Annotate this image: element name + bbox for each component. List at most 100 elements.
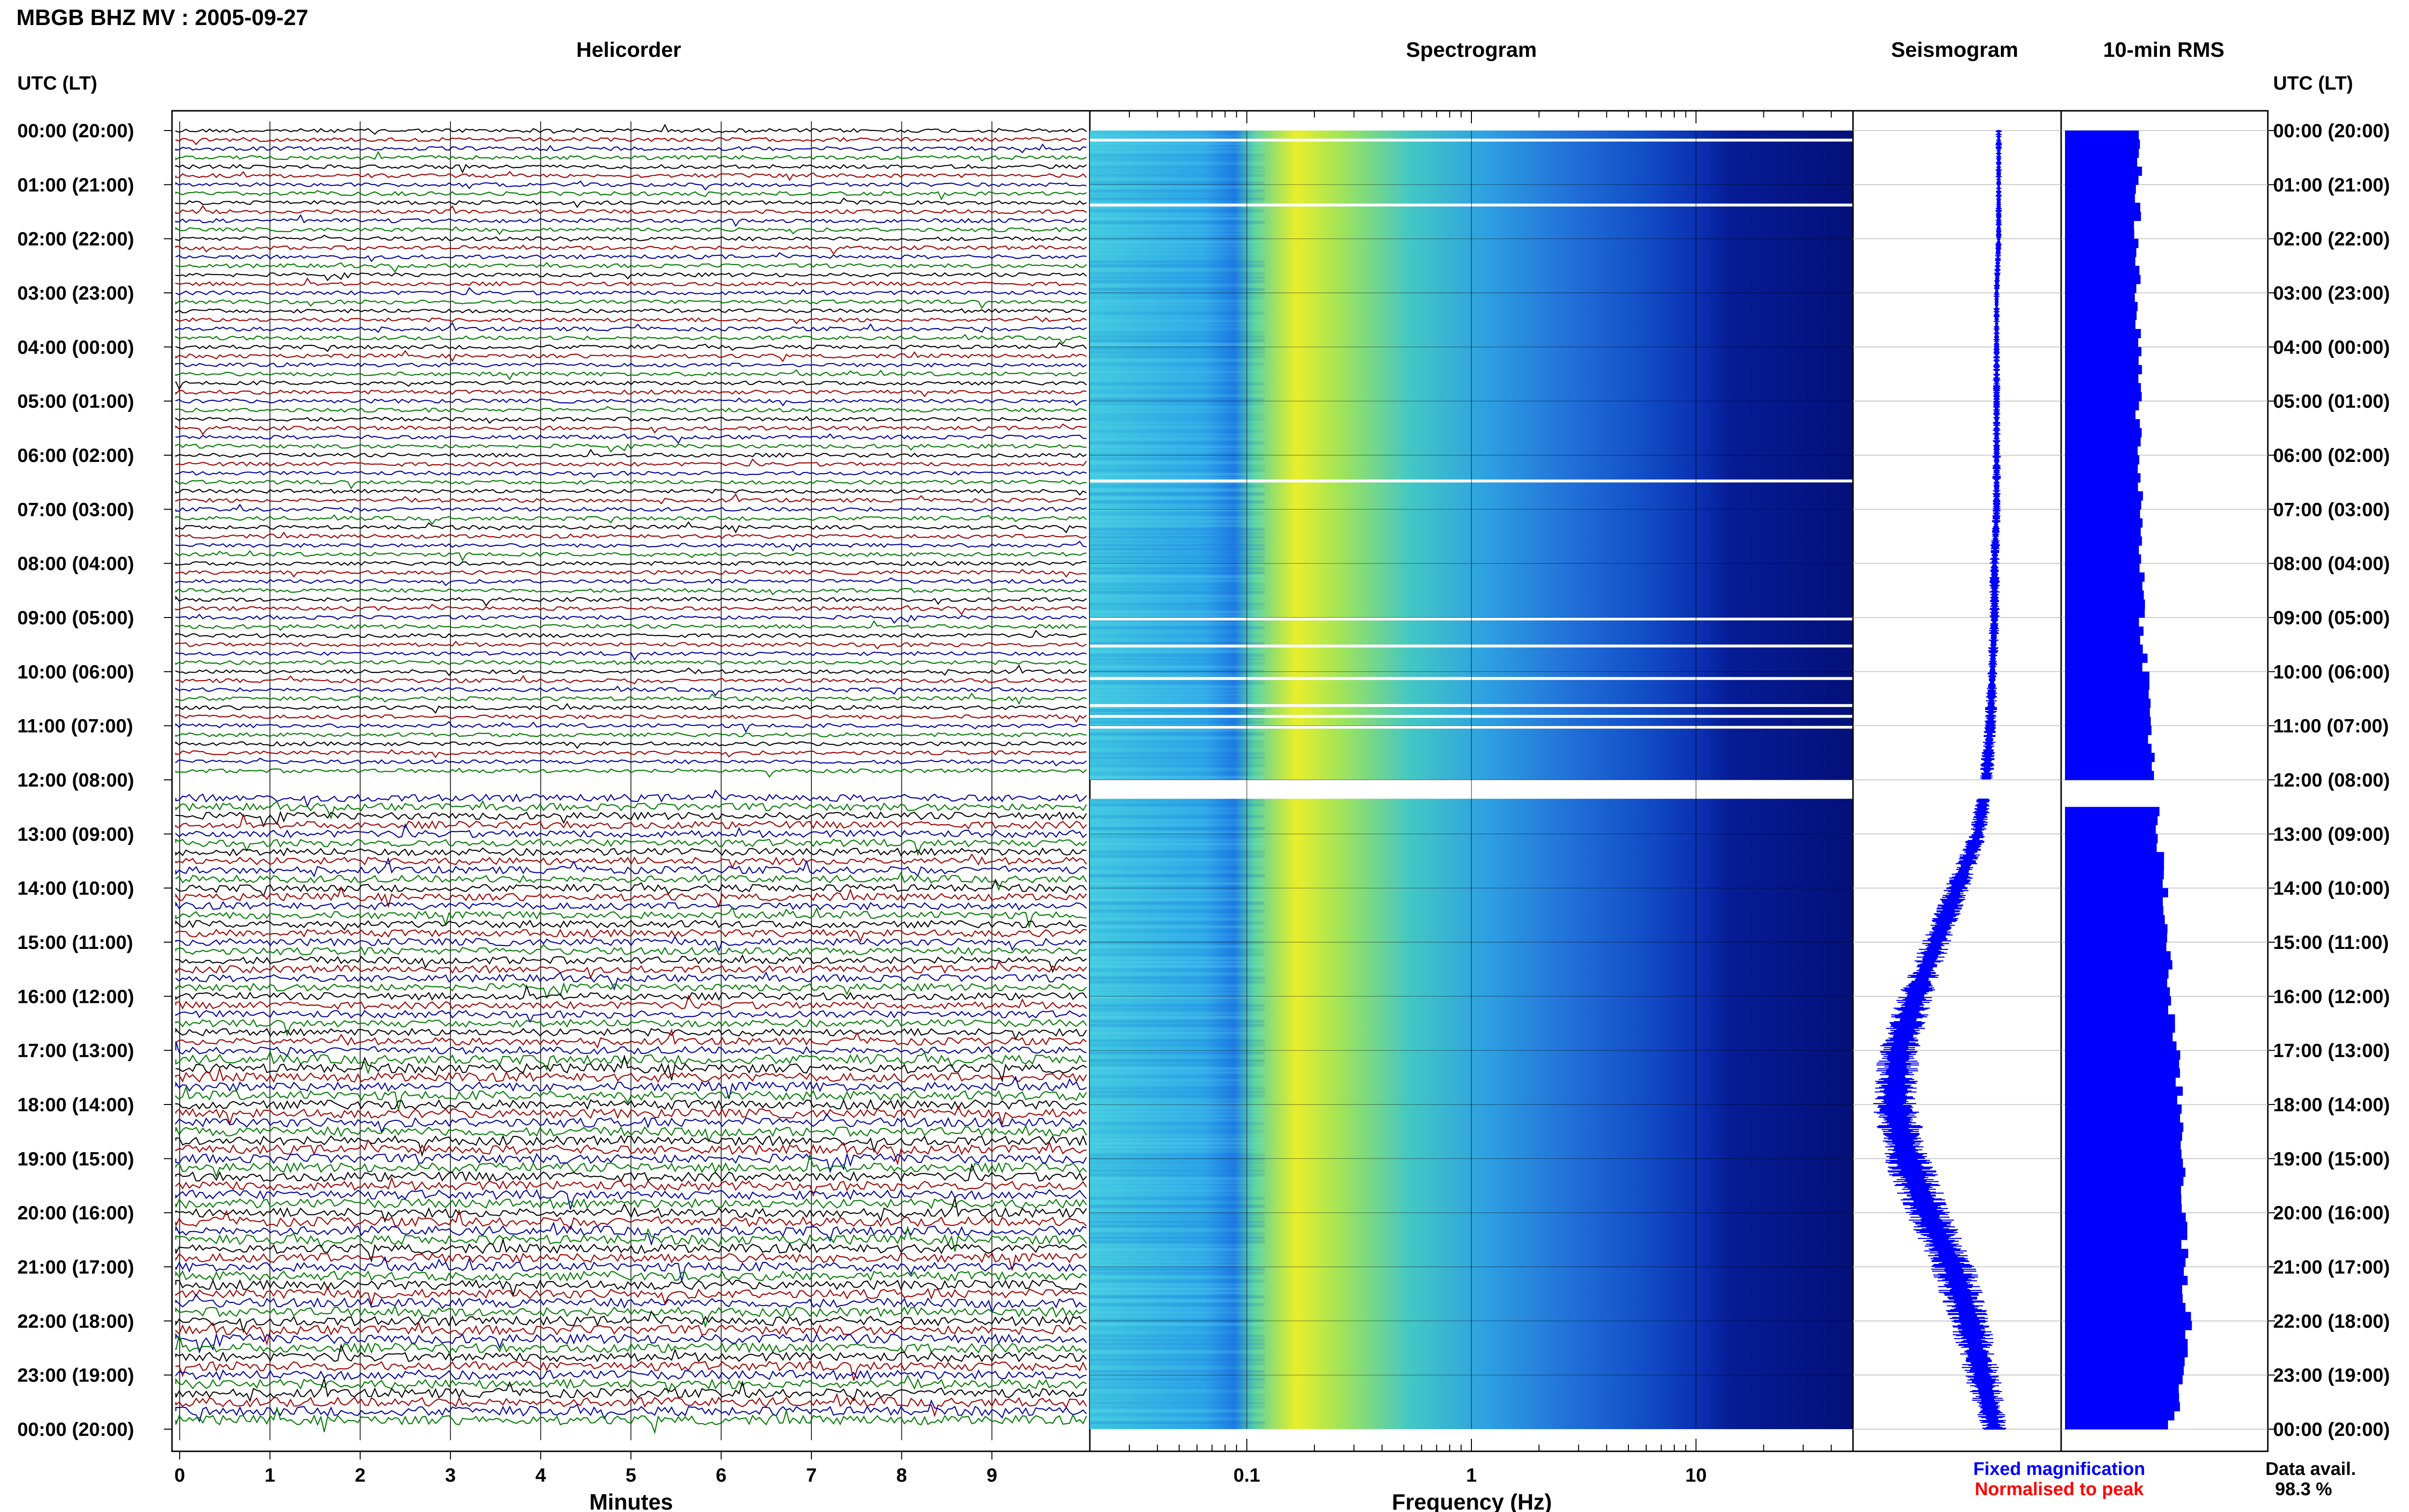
spectrogram-texture-row [1090, 1394, 1265, 1397]
spectrogram-texture-row [1090, 807, 1265, 811]
helicorder-trace [175, 1066, 1087, 1083]
spectrogram-texture-row [1090, 1405, 1265, 1408]
rms-bar [2065, 1330, 2185, 1340]
spectrogram-texture-row [1090, 1169, 1265, 1172]
spectrogram-texture-row [1090, 980, 1265, 984]
helicorder-trace [175, 767, 1087, 778]
rms-bar [2065, 698, 2151, 708]
spectrogram-texture-row [1090, 1138, 1265, 1141]
rms-bar [2065, 834, 2158, 843]
rms-bar [2065, 1231, 2187, 1240]
legend-normalised-to-peak: Normalised to peak [1975, 1479, 2144, 1499]
helicorder-trace [175, 721, 1087, 733]
helicorder-x-tick-label: 0 [174, 1465, 185, 1486]
spectrogram-texture-row [1090, 591, 1265, 594]
rms-bar [2065, 1176, 2184, 1186]
helicorder-x-tick-label: 5 [625, 1465, 636, 1486]
spectrogram-texture-row [1090, 331, 1265, 334]
helicorder-trace [175, 1256, 1087, 1282]
spectrogram-texture-row [1090, 319, 1265, 323]
spectrogram-texture-row [1090, 457, 1265, 460]
spectrogram-texture-row [1090, 1299, 1265, 1302]
spectrogram-texture-row [1090, 1409, 1265, 1413]
spectrogram-texture-row [1090, 351, 1265, 354]
spectrogram-texture-row [1090, 842, 1265, 846]
spectrogram-texture-row [1090, 1244, 1265, 1248]
spectrogram-texture-row [1090, 1201, 1265, 1204]
helicorder-trace [175, 577, 1087, 586]
rms-bar [2065, 681, 2150, 690]
rms-bar [2065, 861, 2164, 870]
rms-bar [2065, 1131, 2183, 1141]
spectrogram-texture-row [1090, 272, 1265, 276]
rms-bar [2065, 1023, 2175, 1033]
time-label-right: 02:00 (22:00) [2273, 229, 2390, 250]
spectrogram-texture-row [1090, 917, 1265, 920]
spectrogram-texture-row [1090, 890, 1265, 893]
spectrogram-texture-row [1090, 185, 1265, 189]
rms-bar [2065, 175, 2139, 185]
spectrogram-texture-row [1090, 418, 1265, 421]
spectrogram-texture-row [1090, 445, 1265, 448]
time-label-left: 05:00 (01:00) [17, 391, 134, 412]
spectrogram-texture-row [1090, 488, 1265, 492]
spectrogram-texture-row [1090, 1185, 1265, 1188]
rms-bar [2065, 996, 2171, 1006]
helicorder-trace [175, 287, 1087, 296]
helicorder-trace [175, 847, 1087, 857]
rms-bar [2065, 356, 2139, 366]
spectrogram-texture-row [1090, 1287, 1265, 1290]
spectrogram-texture-row [1090, 170, 1265, 173]
helicorder-trace [175, 214, 1087, 227]
spectrogram-texture-row [1090, 1370, 1265, 1373]
spectrogram-texture-row [1090, 166, 1265, 169]
spectrogram-texture-row [1090, 603, 1265, 606]
spectrogram-texture-row [1090, 973, 1265, 976]
rms-bar [2065, 1077, 2176, 1087]
rms-bar [2065, 1402, 2180, 1412]
spectrogram-texture-row [1090, 1346, 1265, 1350]
rms-bar [2065, 662, 2143, 672]
spectrogram-texture-row [1090, 421, 1265, 425]
spectrogram-texture-row [1090, 1417, 1265, 1420]
spectrogram-texture-row [1090, 756, 1265, 759]
spectrogram-texture-row [1090, 1339, 1265, 1342]
spectrogram-texture-row [1090, 673, 1265, 677]
spectrogram-texture-row [1090, 323, 1265, 327]
spectrogram-texture-row [1090, 1366, 1265, 1369]
helicorder-trace [175, 1332, 1087, 1354]
helicorder-trace [175, 540, 1087, 552]
helicorder-trace [175, 935, 1087, 952]
spectrogram-x-label: Frequency (Hz) [1392, 1489, 1552, 1512]
time-label-left: 16:00 (12:00) [17, 986, 134, 1007]
spectrogram-texture-row [1090, 1268, 1265, 1271]
spectrogram-texture-row [1090, 953, 1265, 956]
rms-bar [2065, 1005, 2169, 1015]
spectrogram-texture-row [1090, 374, 1265, 378]
rms-bar [2065, 1050, 2181, 1060]
time-axis-label-left: UTC (LT) [17, 73, 97, 94]
helicorder-trace [175, 660, 1087, 666]
rms-bar [2065, 320, 2136, 329]
rms-bar [2065, 1059, 2179, 1069]
time-label-left: 09:00 (05:00) [17, 607, 134, 629]
rms-bar [2065, 1366, 2184, 1376]
helicorder-trace [175, 1310, 1087, 1334]
spectrogram-texture-row [1090, 378, 1265, 381]
time-label-right: 09:00 (05:00) [2273, 607, 2390, 629]
rms-bar [2065, 311, 2137, 320]
spectrogram-texture-row [1090, 921, 1265, 925]
spectrogram-texture-row [1090, 929, 1265, 933]
spectrogram-texture-row [1090, 882, 1265, 885]
time-label-right: 13:00 (09:00) [2273, 824, 2390, 845]
spectrogram-texture-row [1090, 567, 1265, 570]
spectrogram-texture-row [1090, 555, 1265, 559]
helicorder-trace [175, 714, 1087, 723]
rms-header: 10-min RMS [2103, 38, 2224, 62]
helicorder-trace [175, 651, 1087, 661]
helicorder-trace [175, 1176, 1087, 1197]
spectrogram-texture-row [1090, 233, 1265, 236]
spectrogram-texture-row [1090, 500, 1265, 503]
spectrogram-texture-row [1090, 909, 1265, 913]
helicorder-trace [175, 164, 1087, 174]
